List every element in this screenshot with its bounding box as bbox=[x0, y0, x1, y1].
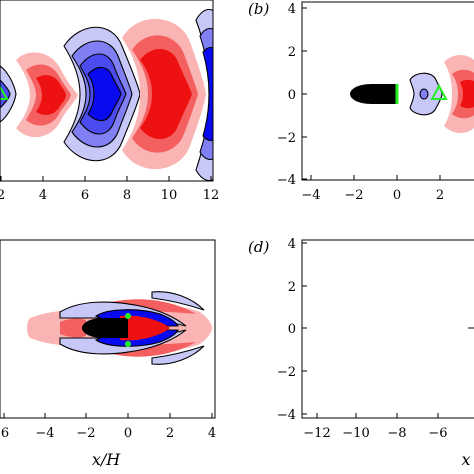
blue-lower-far bbox=[151, 345, 205, 365]
panel-b-ytick-0: 4 bbox=[288, 2, 296, 17]
separation-marker-lower bbox=[125, 341, 131, 347]
panel-b-yticks: 4 2 0 −2 −4 bbox=[277, 2, 307, 188]
panel-a-xtick-3: 8 bbox=[123, 188, 131, 203]
panel-b-ytick-2: 0 bbox=[288, 88, 296, 103]
bluff-body-c bbox=[82, 318, 128, 338]
panel-b-xtick-1: −2 bbox=[344, 188, 363, 203]
panel-d-ytick-1: 2 bbox=[288, 280, 296, 295]
red-lobe-1-core bbox=[36, 75, 66, 115]
panel-b-frame bbox=[301, 1, 474, 181]
panel-b-contours bbox=[350, 55, 474, 133]
blue-lobe-2-core bbox=[87, 66, 122, 122]
panel-b-xtick-2: 0 bbox=[393, 188, 401, 203]
red-lobe-b-core bbox=[460, 79, 474, 109]
panel-d-xtick-0: −12 bbox=[303, 426, 330, 441]
panel-a-frame bbox=[0, 0, 214, 182]
triangle-marker-b bbox=[430, 83, 448, 100]
blue-upper-far bbox=[151, 291, 205, 311]
panel-a-xtick-4: 10 bbox=[161, 188, 178, 203]
panel-d-xtick-3: −6 bbox=[428, 426, 447, 441]
panel-d-ytick-4: −4 bbox=[277, 408, 296, 423]
panel-a-contours bbox=[0, 8, 213, 181]
panel-c-contours bbox=[27, 291, 212, 365]
panel-d-label: (d) bbox=[248, 238, 269, 256]
separation-marker-upper bbox=[125, 313, 131, 319]
panel-c: 6 −4 −2 0 2 4 x/H bbox=[0, 239, 216, 469]
panel-b-xtick-3: 2 bbox=[436, 188, 444, 203]
panel-c-xtick-3: 0 bbox=[124, 426, 132, 441]
blue-vortex-b-core bbox=[419, 88, 429, 100]
panel-b: (b) 4 2 0 −2 −4 bbox=[248, 0, 474, 203]
panel-a-xtick-0: 2 bbox=[0, 188, 5, 203]
bluff-body-b bbox=[350, 84, 397, 104]
red-core-front bbox=[60, 318, 86, 338]
panel-c-xtick-4: 2 bbox=[166, 426, 174, 441]
panel-a-xticks: 2 4 6 8 10 12 bbox=[0, 176, 219, 203]
red-lobe-2-core bbox=[140, 48, 192, 140]
panel-b-ytick-4: −4 bbox=[277, 173, 296, 188]
panel-d-xticks: −12 −10 −8 −6 bbox=[303, 413, 448, 441]
panel-c-xtick-5: 4 bbox=[208, 426, 216, 441]
panel-d-ytick-3: −2 bbox=[277, 365, 296, 380]
panel-d-yticks: 4 2 0 −2 −4 bbox=[277, 237, 307, 423]
panel-d-ytick-2: 0 bbox=[288, 322, 296, 337]
panel-a: 2 4 6 8 10 12 bbox=[0, 0, 219, 203]
panel-c-xticks: 6 −4 −2 0 2 4 bbox=[1, 413, 216, 441]
panel-d-frame bbox=[301, 239, 474, 419]
panel-a-xtick-2: 6 bbox=[81, 188, 89, 203]
panel-d-ytick-0: 4 bbox=[288, 237, 296, 252]
red-core-body bbox=[120, 315, 170, 341]
panel-c-xtick-0: 6 bbox=[1, 426, 9, 441]
panel-b-xtick-0: −4 bbox=[301, 188, 320, 203]
panel-d-xtick-1: −10 bbox=[342, 426, 369, 441]
panel-d: (d) 4 2 0 −2 −4 −12 −10 −8 −6 x bbox=[248, 237, 474, 469]
panel-d-xtick-2: −8 bbox=[387, 426, 406, 441]
panel-c-frame bbox=[0, 239, 216, 419]
panel-a-xtick-5: 12 bbox=[203, 188, 220, 203]
panel-b-ytick-3: −2 bbox=[277, 131, 296, 146]
panel-b-ytick-1: 2 bbox=[288, 45, 296, 60]
panel-b-label: (b) bbox=[248, 0, 269, 18]
panel-c-xlabel: x/H bbox=[92, 450, 121, 469]
panel-d-xlabel: x bbox=[461, 450, 470, 469]
panel-c-xtick-2: −2 bbox=[76, 426, 95, 441]
panel-b-xticks: −4 −2 0 2 bbox=[301, 175, 444, 203]
panel-c-xtick-1: −4 bbox=[35, 426, 54, 441]
blue-lobe-3-core bbox=[202, 46, 213, 142]
panel-a-xtick-1: 4 bbox=[39, 188, 47, 203]
